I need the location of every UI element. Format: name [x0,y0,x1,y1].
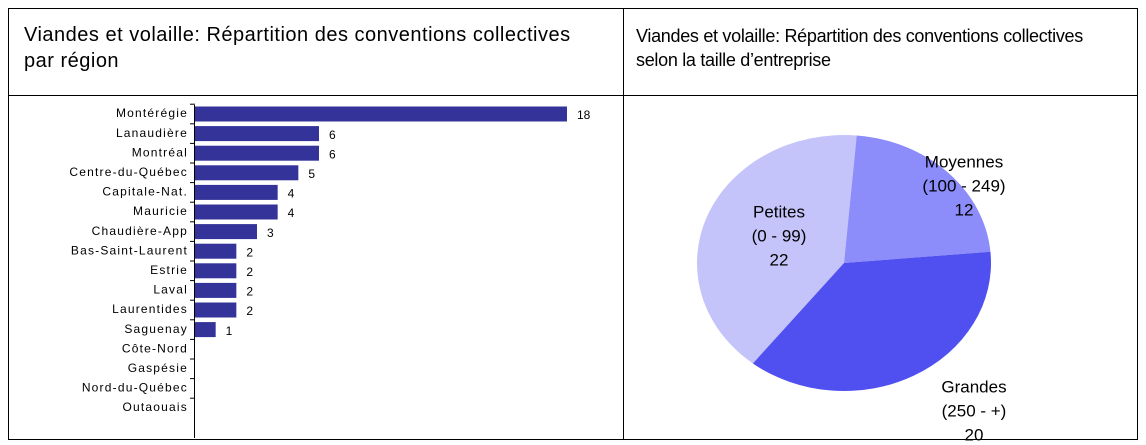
y-tick-label: Saguenay [124,322,188,336]
data-label: 6 [329,147,336,161]
pie-slice [696,135,857,364]
y-tick-label: Outaouais [122,400,188,414]
pie-slice [752,251,992,391]
y-tick-label: Chaudière-App [92,224,188,238]
data-label: 2 [246,304,253,318]
data-label: 4 [288,206,295,220]
bar [195,243,237,259]
y-tick-label: Gaspésie [128,361,188,375]
bar [195,106,567,122]
data-label: 20 [965,425,984,444]
slice-label: Moyennes [925,152,1003,171]
slice-label: (100 - 249) [922,176,1005,195]
slice-label: (0 - 99) [752,226,807,245]
data-label: 6 [329,128,336,142]
data-label: 2 [246,245,253,259]
y-tick-label: Centre-du-Québec [69,165,188,179]
y-tick-label: Montréal [132,145,188,159]
data-label: 18 [577,108,591,122]
y-tick-label: Estrie [150,263,188,277]
y-tick-label: Côte-Nord [122,341,188,355]
data-label: 2 [246,285,253,299]
bar [195,145,319,161]
slice-label: Grandes [941,377,1006,396]
bar [195,204,278,220]
y-tick-label: Nord-du-Québec [82,381,188,395]
data-label: 22 [770,250,789,269]
pie-slice [844,135,991,263]
data-label: 2 [246,265,253,279]
y-tick-label: Laval [153,283,188,297]
bar [195,126,319,142]
bar [195,184,278,200]
data-label: 5 [308,167,315,181]
slice-label: (250 - +) [942,401,1007,420]
slice-label: Petites [753,202,805,221]
bar [195,282,237,298]
data-label: 4 [288,187,295,201]
frame [8,8,1138,440]
y-tick-label: Bas-Saint-Laurent [71,243,188,257]
chart-title: Viandes et volaille: Répartition des con… [636,26,1083,70]
data-label: 1 [226,324,233,338]
y-tick-label: Montérégie [116,106,188,120]
data-label: 12 [955,200,974,219]
y-tick-label: Lanaudière [116,126,188,140]
chart-title: Viandes et volaille: Répartition des con… [24,24,571,72]
y-tick-label: Mauricie [133,204,188,218]
bar [195,165,299,181]
bar [195,263,237,279]
data-label: 3 [267,226,274,240]
y-tick-label: Capitale-Nat. [102,185,188,199]
bar [195,302,237,318]
y-tick-label: Laurentides [112,302,188,316]
bar [195,322,216,338]
bar [195,224,257,240]
